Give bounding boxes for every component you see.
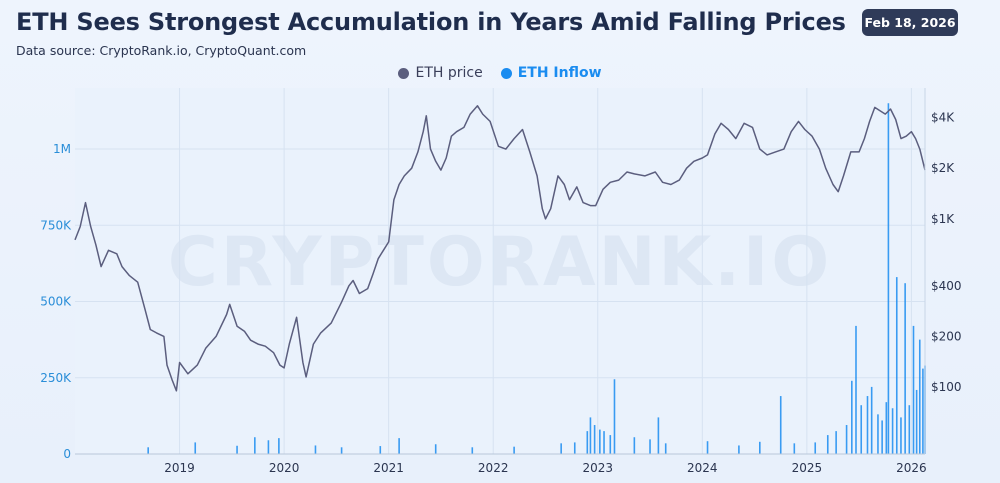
inflow-bar bbox=[379, 446, 382, 454]
inflow-bar bbox=[599, 429, 601, 454]
inflow-bar bbox=[877, 414, 879, 454]
inflow-bar bbox=[194, 442, 197, 454]
inflow-bar bbox=[586, 431, 589, 454]
inflow-bar bbox=[881, 420, 883, 454]
right-tick-label: $2K bbox=[931, 161, 955, 175]
inflow-bar bbox=[915, 389, 918, 454]
left-tick-label: 0 bbox=[63, 447, 71, 461]
inflow-bar bbox=[314, 445, 317, 454]
inflow-bar bbox=[904, 283, 906, 454]
right-tick-label: $400 bbox=[931, 279, 962, 293]
inflow-bar bbox=[895, 277, 898, 454]
left-tick-label: 500K bbox=[40, 295, 72, 309]
legend-swatch-eth-price bbox=[398, 67, 410, 79]
inflow-bar bbox=[649, 439, 651, 454]
inflow-bar bbox=[254, 437, 256, 454]
watermark: CRYPTORANK.IO bbox=[168, 223, 832, 302]
x-tick-label: 2025 bbox=[792, 461, 823, 475]
inflow-bar bbox=[855, 325, 857, 454]
inflow-bar bbox=[706, 441, 709, 454]
inflow-bars bbox=[147, 103, 926, 454]
inflow-bar bbox=[560, 443, 562, 454]
legend-label-eth-price: ETH price bbox=[415, 65, 483, 81]
inflow-bar bbox=[845, 425, 848, 454]
x-tick-label: 2020 bbox=[269, 461, 300, 475]
inflow-bar bbox=[738, 445, 740, 454]
inflow-bar bbox=[918, 339, 921, 454]
inflow-bar bbox=[267, 440, 270, 454]
inflow-bar bbox=[589, 417, 592, 454]
inflow-bar bbox=[900, 417, 902, 454]
inflow-bar bbox=[779, 396, 782, 454]
left-tick-label: 250K bbox=[40, 371, 72, 385]
inflow-bar bbox=[891, 408, 894, 454]
chart-legend: ETH price ETH Inflow bbox=[0, 62, 1000, 84]
inflow-bar bbox=[593, 425, 596, 454]
left-tick-label: 750K bbox=[40, 218, 72, 232]
date-badge: Feb 18, 2026 bbox=[862, 9, 958, 36]
x-tick-label: 2019 bbox=[164, 461, 195, 475]
inflow-bar bbox=[887, 103, 890, 454]
inflow-bar bbox=[664, 443, 667, 454]
right-tick-label: $100 bbox=[931, 380, 962, 394]
inflow-bar bbox=[885, 402, 888, 454]
inflow-bar bbox=[657, 417, 660, 454]
price-line-group bbox=[74, 105, 926, 392]
inflow-bar bbox=[513, 446, 515, 454]
inflow-bar bbox=[236, 445, 238, 454]
legend-label-eth-inflow: ETH Inflow bbox=[517, 65, 602, 81]
inflow-bar bbox=[860, 405, 863, 454]
x-tick-label: 2023 bbox=[582, 461, 613, 475]
inflow-bar bbox=[866, 396, 869, 454]
inflow-bar bbox=[814, 442, 817, 454]
inflow-bar bbox=[922, 368, 924, 454]
inflow-bar bbox=[340, 447, 343, 454]
inflow-bar bbox=[870, 386, 873, 454]
inflow-bar bbox=[633, 437, 636, 454]
inflow-bar bbox=[278, 438, 280, 454]
axes: 0 250K 500K 750K 1M 2019 2020 2021 2022 2023 2024 2… bbox=[40, 88, 962, 475]
inflow-bar bbox=[613, 379, 616, 454]
x-tick-label: 2021 bbox=[373, 461, 404, 475]
inflow-bar bbox=[793, 443, 796, 454]
right-tick-label: $4K bbox=[931, 111, 955, 125]
inflow-bar bbox=[908, 405, 911, 454]
eth-price-line bbox=[74, 105, 926, 392]
inflow-bar bbox=[851, 380, 853, 454]
inflow-bar bbox=[398, 438, 400, 454]
inflow-bar bbox=[759, 441, 761, 454]
legend-item-eth-price[interactable]: ETH price bbox=[398, 65, 483, 81]
left-tick-label: 1M bbox=[53, 142, 71, 156]
inflow-bar bbox=[912, 325, 915, 454]
right-tick-label: $200 bbox=[931, 329, 962, 343]
inflow-bar bbox=[573, 442, 576, 454]
right-tick-label: $1K bbox=[931, 212, 955, 226]
inflow-bar bbox=[609, 435, 612, 454]
inflow-bar bbox=[835, 431, 837, 454]
data-source-caption: Data source: CryptoRank.io, CryptoQuant.… bbox=[16, 43, 307, 58]
inflow-bar bbox=[826, 435, 829, 454]
x-tick-label: 2022 bbox=[478, 461, 509, 475]
inflow-bar bbox=[603, 431, 605, 454]
x-tick-label: 2026 bbox=[896, 461, 927, 475]
legend-swatch-eth-inflow bbox=[500, 67, 512, 79]
chart-title: ETH Sees Strongest Accumulation in Years… bbox=[16, 8, 846, 36]
inflow-bar bbox=[147, 447, 149, 454]
inflow-bar bbox=[471, 447, 474, 454]
legend-item-eth-inflow[interactable]: ETH Inflow bbox=[500, 65, 602, 81]
inflow-bar bbox=[434, 444, 437, 454]
x-tick-label: 2024 bbox=[687, 461, 718, 475]
